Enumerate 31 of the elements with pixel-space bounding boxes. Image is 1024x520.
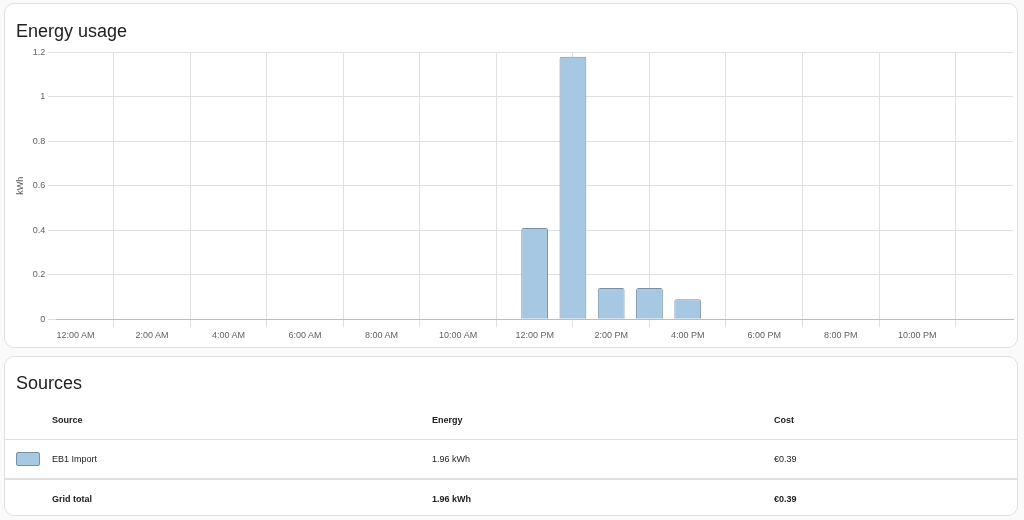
text: 1.96 kWh bbox=[432, 439, 774, 479]
x-tick-label: 10:00 AM bbox=[439, 330, 478, 341]
text: Sources bbox=[16, 373, 83, 394]
y-tick-label: 0.8 bbox=[32, 135, 46, 146]
y-tick-label: 1.2 bbox=[32, 46, 46, 57]
y-tick-label: 0 bbox=[40, 313, 46, 324]
x-tick-label: 10:00 PM bbox=[898, 330, 937, 341]
x-tick-label: 8:00 AM bbox=[365, 330, 399, 341]
x-tick-label: 6:00 PM bbox=[747, 330, 782, 341]
y-axis-title: kWh bbox=[14, 176, 25, 195]
text: 1.96 kWh bbox=[432, 479, 774, 518]
y-tick-label: 0.2 bbox=[32, 269, 46, 280]
x-tick-label: 6:00 AM bbox=[288, 330, 322, 341]
y-tick-label: 0.6 bbox=[32, 180, 46, 191]
text: €0.39 bbox=[774, 439, 1017, 479]
y-tick-label: 1 bbox=[40, 91, 46, 102]
text: EB1 Import bbox=[52, 439, 432, 479]
text: Source bbox=[52, 414, 84, 427]
x-tick-label: 4:00 PM bbox=[670, 330, 705, 341]
text: €0.39 bbox=[774, 479, 1017, 518]
x-tick-label: 4:00 AM bbox=[212, 330, 246, 341]
x-tick-label: 12:00 PM bbox=[515, 330, 554, 341]
x-tick-label: 8:00 PM bbox=[824, 330, 858, 341]
text: Cost bbox=[774, 414, 795, 427]
text: Energy bbox=[432, 414, 464, 427]
text: Grid total bbox=[52, 479, 432, 518]
y-tick-label: 0.4 bbox=[32, 224, 46, 235]
x-tick-label: 2:00 AM bbox=[135, 330, 169, 341]
x-tick-label: 12:00 AM bbox=[56, 330, 95, 341]
x-tick-label: 2:00 PM bbox=[594, 330, 628, 341]
chart-title: Energy usage bbox=[16, 21, 128, 42]
